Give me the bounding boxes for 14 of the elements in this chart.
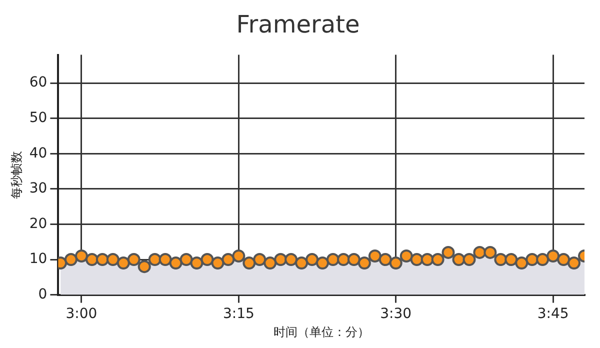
y-tick-label: 20 [29, 216, 48, 232]
x-tick-label: 3:00 [66, 306, 98, 322]
y-axis-title: 每秒帧数 [9, 150, 24, 199]
chart-title: Framerate [236, 10, 360, 39]
x-axis-title: 时间（单位：分） [273, 324, 370, 339]
x-tick-label: 3:45 [537, 306, 569, 322]
y-tick-label: 0 [38, 286, 48, 302]
y-tick-label: 30 [29, 180, 48, 197]
y-tick-label: 10 [29, 251, 48, 268]
y-tick-label: 60 [29, 74, 48, 91]
x-tick-label: 3:15 [222, 306, 254, 322]
y-tick-label: 40 [29, 145, 48, 162]
x-tick-label: 3:30 [380, 306, 412, 322]
y-tick-label: 50 [29, 110, 48, 126]
